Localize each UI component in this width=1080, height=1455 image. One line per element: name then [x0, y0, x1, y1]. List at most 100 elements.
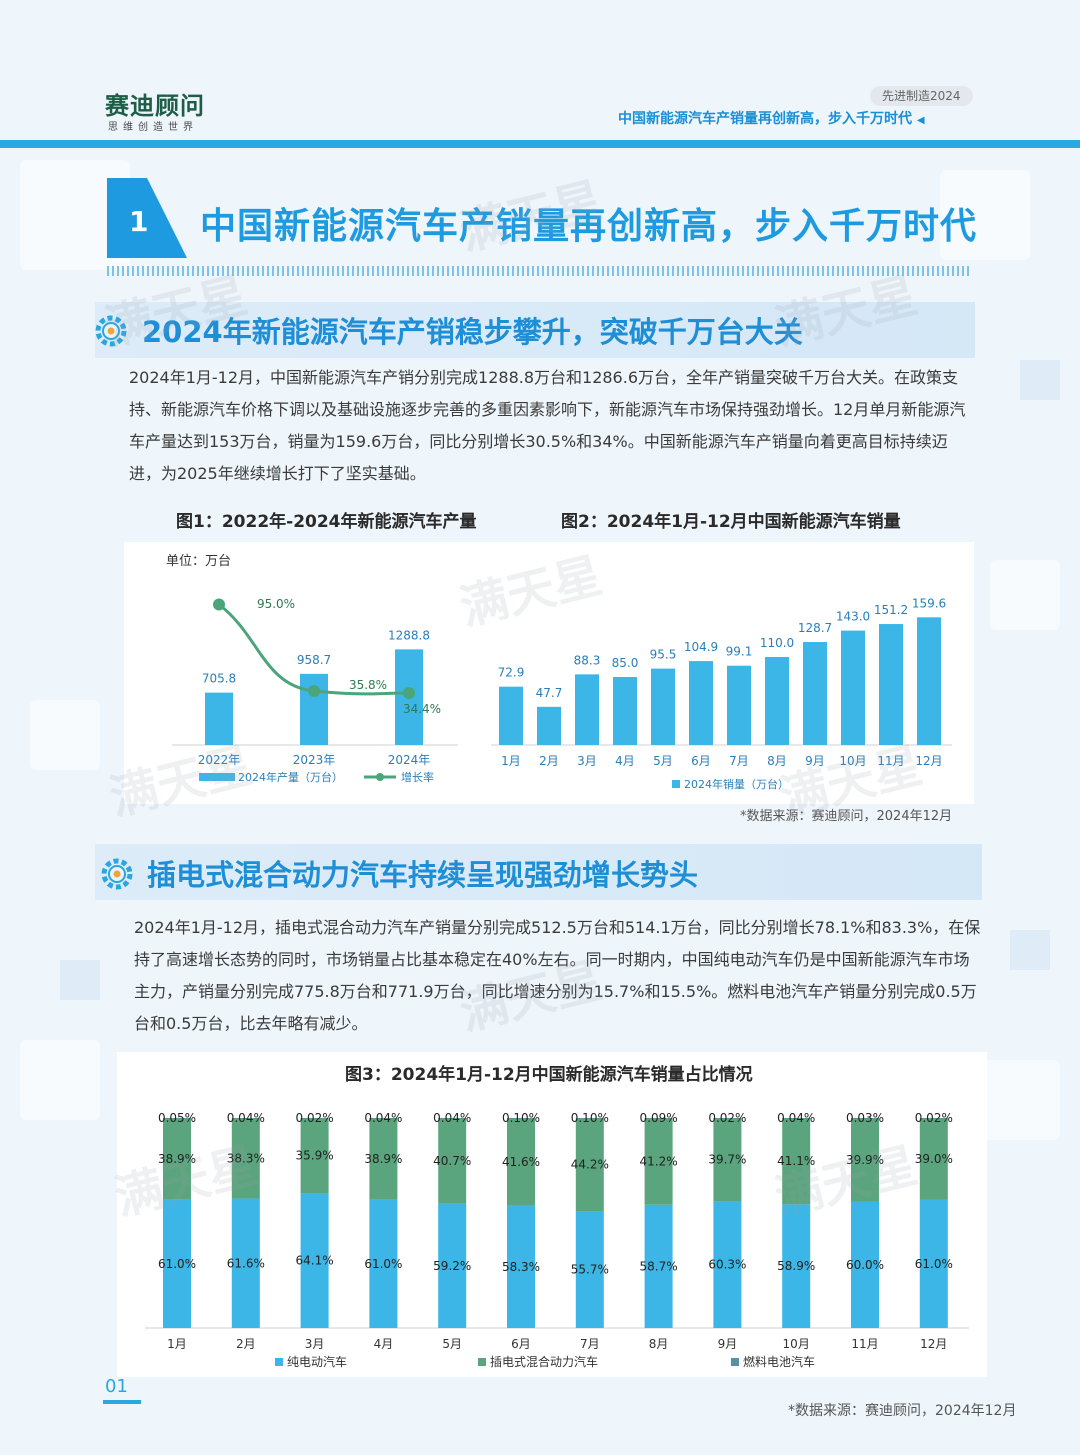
chart2-bar-label: 143.0 [836, 610, 870, 624]
figure-1-chart: 单位：万台 705.8 2022年 958.7 2023年 1288.8 2024年 95… [166, 554, 458, 784]
chart3-x-tick: 9月 [718, 1337, 738, 1351]
chart3-label-phev: 38.9% [364, 1152, 402, 1166]
chart3-label-fcev: 0.03% [846, 1111, 884, 1125]
figure-2-chart: 72.9 1月 47.7 2月 88.3 3月 85.0 4月 95.5 5月 104.9 6月 99.… [491, 596, 952, 791]
chart2-bar-label: 104.9 [684, 640, 718, 654]
subsection-1-title: 2024年新能源汽车产销稳步攀升，突破千万台大关 [142, 315, 803, 349]
chart3-bar-phev [713, 1118, 742, 1202]
chart3-label-bev: 61.6% [227, 1256, 265, 1270]
chart3-legend-swatch-fcev [731, 1358, 739, 1366]
chart3-bar-fcev [644, 1118, 673, 1119]
chart3-bar-bev [713, 1201, 742, 1328]
chart1-x-tick: 2023年 [293, 753, 336, 767]
subsection-2-header [95, 844, 982, 900]
chart3-bar-fcev [575, 1118, 604, 1119]
chart3-label-phev: 41.2% [640, 1154, 678, 1168]
chart3-bar-bev [575, 1211, 604, 1328]
chart3-label-fcev: 0.02% [708, 1111, 746, 1125]
chart2-bar [765, 657, 789, 745]
chart2-x-tick: 7月 [729, 754, 749, 768]
header-title-text: 中国新能源汽车产销量再创新高，步入千万时代 [618, 111, 912, 127]
subsection-2-title: 插电式混合动力汽车持续呈现强劲增长势头 [147, 858, 699, 892]
figure-2-title: 图2：2024年1月-12月中国新能源汽车销量 [561, 512, 901, 532]
chart2-bar-label: 95.5 [650, 648, 677, 662]
chart3-label-bev: 60.3% [708, 1258, 746, 1272]
chart3-label-phev: 39.0% [915, 1152, 953, 1166]
chart1-bar-label: 705.8 [202, 672, 236, 686]
chart3-bar-fcev [919, 1118, 948, 1119]
chart3-label-fcev: 0.04% [777, 1111, 815, 1125]
source-note-2: *数据来源：赛迪顾问，2024年12月 [788, 1403, 1017, 1419]
chart3-bar-fcev [300, 1118, 329, 1119]
chart2-bar-label: 151.2 [874, 603, 908, 617]
chart3-x-tick: 10月 [783, 1337, 810, 1351]
chart3-bar-fcev [231, 1118, 260, 1119]
tick-divider [107, 266, 969, 276]
chart1-x-tick: 2024年 [388, 753, 431, 767]
chart2-bar-label: 110.0 [760, 636, 794, 650]
gear-icon [101, 858, 133, 890]
chart3-label-phev: 41.6% [502, 1155, 540, 1169]
chart3-bar-fcev [713, 1118, 742, 1119]
chart3-bar-phev [782, 1118, 811, 1205]
chart3-bar-phev [851, 1118, 879, 1202]
chart3-legend-phev: 插电式混合动力汽车 [490, 1354, 598, 1369]
chart3-bar-phev [438, 1118, 467, 1204]
chart3-label-bev: 58.3% [502, 1260, 540, 1274]
chart1-x-tick: 2022年 [198, 753, 241, 767]
chart3-label-fcev: 0.04% [364, 1111, 402, 1125]
chart2-bar [803, 642, 827, 745]
chart3-bar-phev [231, 1118, 260, 1199]
chart3-bar-fcev [507, 1118, 535, 1119]
chart2-bar [727, 665, 751, 745]
chart2-bar-label: 72.9 [498, 666, 525, 680]
chart2-x-tick: 2月 [539, 754, 559, 768]
chart2-bar-label: 85.0 [612, 656, 639, 670]
chart1-growth-point [403, 687, 415, 699]
chart3-label-bev: 58.9% [777, 1259, 815, 1273]
chart2-bar-label: 159.6 [912, 596, 946, 610]
chart3-label-fcev: 0.04% [433, 1111, 471, 1125]
chart3-bar-bev [507, 1205, 535, 1328]
chart2-bar [499, 686, 523, 745]
chart3-bar-fcev [369, 1118, 398, 1119]
chart2-bar [537, 706, 561, 745]
chart2-legend-swatch [672, 780, 680, 788]
figure-3-title: 图3：2024年1月-12月中国新能源汽车销量占比情况 [345, 1065, 753, 1085]
chart1-growth-label: 95.0% [257, 597, 295, 611]
section-number-badge [107, 178, 187, 258]
chart3-label-bev: 61.0% [915, 1257, 953, 1271]
chart3-x-tick: 6月 [511, 1337, 531, 1351]
figure-1-title: 图1：2022年-2024年新能源汽车产量 [176, 512, 477, 532]
chart2-bar [575, 674, 599, 745]
chart3-bar-bev [300, 1193, 329, 1328]
chart3-label-phev: 39.7% [708, 1153, 746, 1167]
chart3-label-bev: 64.1% [296, 1254, 334, 1268]
chart3-x-tick: 3月 [305, 1337, 325, 1351]
chart2-x-tick: 5月 [653, 754, 673, 768]
page-number-underline [103, 1400, 141, 1404]
chart3-x-tick: 1月 [167, 1337, 187, 1351]
chart3-bar-bev [163, 1199, 191, 1328]
chart1-bar [300, 673, 328, 745]
chart3-x-tick: 7月 [580, 1337, 600, 1351]
chart3-bar-phev [919, 1118, 948, 1200]
source-note-1: *数据来源：赛迪顾问，2024年12月 [740, 809, 953, 824]
subsection-2-paragraph: 2024年1月-12月，插电式混合动力汽车产销量分别完成512.5万台和514.… [134, 918, 981, 1033]
chart2-bar [689, 661, 713, 745]
chart3-label-phev: 40.7% [433, 1154, 471, 1168]
chart3-legend-swatch-bev [275, 1358, 283, 1366]
chart2-bar [879, 624, 903, 745]
chart1-growth-label: 35.8% [349, 678, 387, 692]
chart2-legend: 2024年销量（万台） [684, 777, 789, 791]
chart2-x-tick: 3月 [577, 754, 597, 768]
chart2-bar-label: 47.7 [536, 686, 563, 700]
gear-icon [95, 315, 127, 347]
chart3-label-bev: 59.2% [433, 1259, 471, 1273]
chart1-legend-bar-swatch [199, 773, 235, 781]
subsection-1-paragraph: 2024年1月-12月，中国新能源汽车产销分别完成1288.8万台和1286.6… [129, 368, 966, 483]
chart3-bar-bev [919, 1199, 948, 1328]
chart3-bar-bev [231, 1198, 260, 1328]
chart3-label-fcev: 0.10% [502, 1111, 540, 1125]
chart3-legend-swatch-phev [478, 1358, 486, 1366]
